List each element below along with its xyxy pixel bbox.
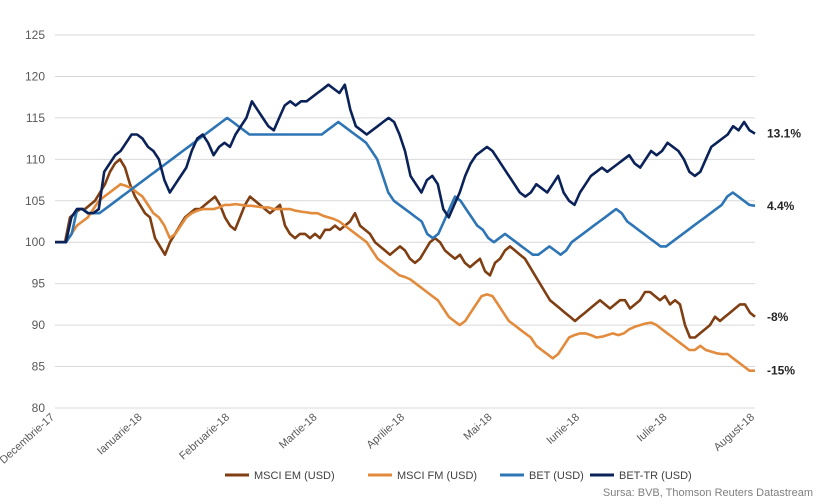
source-note: Sursa: BVB, Thomson Reuters Datastream [602, 487, 813, 499]
y-tick-label: 85 [32, 360, 46, 374]
x-tick-label: Iunie-18 [544, 411, 582, 447]
y-axis-tick-labels: 80 85 90 95 100 105 110 115 120 125 [25, 28, 45, 415]
x-axis-tick-labels: Decembrie-17 Ianuarie-18 Februarie-18 Marti… [0, 411, 757, 466]
y-tick-label: 125 [25, 28, 45, 42]
y-tick-label: 90 [32, 318, 46, 332]
end-value-label: 4.4% [767, 199, 795, 213]
legend-entry: MSCI EM (USD) [254, 470, 335, 482]
gridlines [55, 34, 755, 409]
x-tick-label: Iulie-18 [635, 411, 670, 444]
end-value-label: 13.1% [767, 127, 801, 141]
end-value-label: -15% [767, 364, 795, 378]
y-tick-label: 105 [25, 194, 45, 208]
y-tick-label: 120 [25, 69, 45, 83]
y-tick-label: 80 [32, 401, 46, 415]
x-tick-label: Martie-18 [277, 411, 320, 451]
x-tick-label: Aprilie-18 [364, 411, 407, 451]
x-tick-label: Mai-18 [461, 411, 494, 442]
legend-entry: MSCI FM (USD) [397, 470, 477, 482]
series-line [55, 182, 755, 373]
x-tick-label: August-18 [712, 411, 757, 453]
x-tick-label: Ianuarie-18 [95, 411, 144, 457]
series-line [55, 83, 756, 244]
legend: MSCI EM (USD) MSCI FM (USD) BET (USD) BET-T… [225, 470, 692, 482]
end-value-label: -8% [767, 310, 789, 324]
y-tick-label: 95 [32, 277, 46, 291]
series-lines [55, 83, 756, 373]
series-line [55, 158, 756, 339]
y-tick-label: 110 [26, 152, 45, 166]
x-tick-label: Februarie-18 [177, 411, 232, 462]
x-tick-label: Decembrie-17 [0, 411, 57, 466]
legend-entry: BET (USD) [529, 470, 584, 482]
y-tick-label: 100 [25, 235, 45, 249]
end-value-labels: -8% -15% 4.4% 13.1% [767, 127, 801, 378]
series-line [55, 116, 756, 256]
legend-entry: BET-TR (USD) [619, 470, 692, 482]
y-tick-label: 115 [26, 111, 45, 125]
